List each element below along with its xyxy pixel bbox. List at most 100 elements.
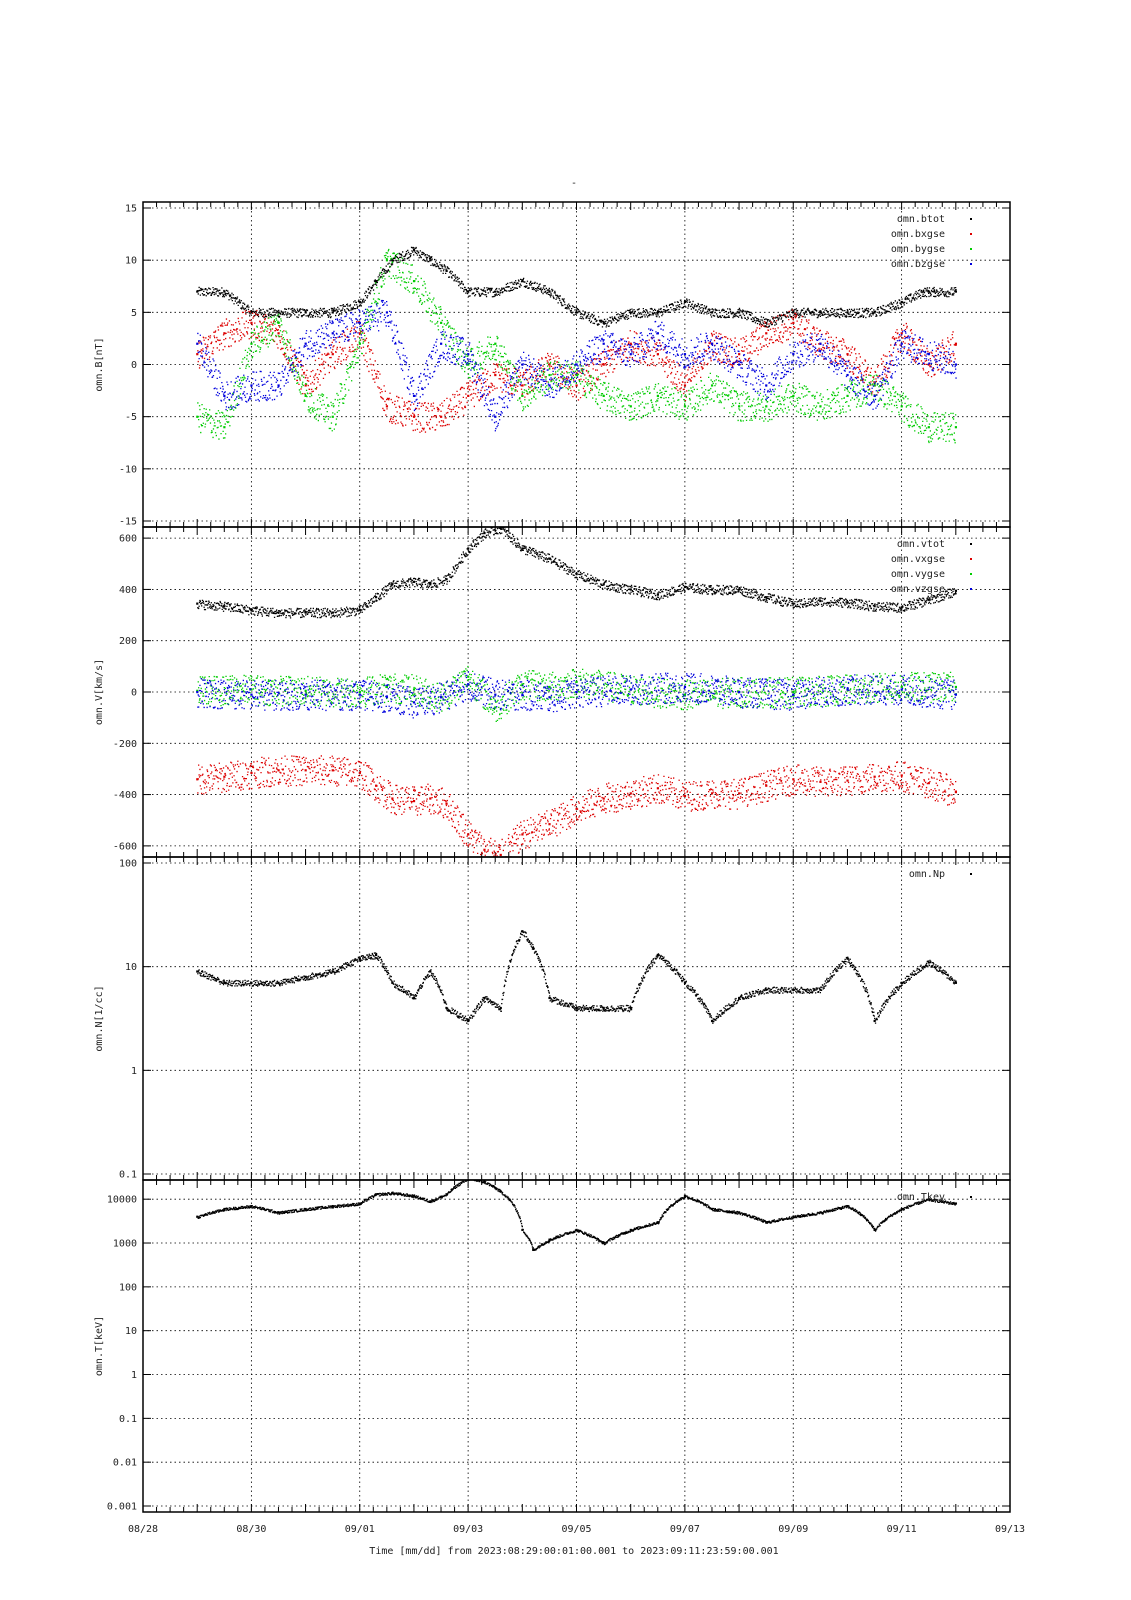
data-point <box>710 792 714 795</box>
data-point <box>548 384 551 387</box>
data-point <box>358 321 361 324</box>
data-point <box>765 321 768 324</box>
panel-1: -600 -400 -200 0 200 400 600 omn.V[km/s] omn.vto… <box>94 526 1011 858</box>
data-point <box>358 691 361 694</box>
data-point <box>467 547 470 550</box>
data-point <box>900 685 903 689</box>
data-point <box>196 602 199 605</box>
y-tick-label: 100 <box>119 859 137 870</box>
legend-marker <box>970 588 972 590</box>
series-omn.vtot <box>196 527 958 619</box>
data-point <box>412 688 416 691</box>
data-point <box>250 342 253 345</box>
data-point <box>483 848 486 851</box>
data-point <box>683 353 687 356</box>
data-point <box>494 693 497 696</box>
data-point <box>954 363 958 366</box>
data-point <box>792 394 795 397</box>
data-point <box>792 691 795 694</box>
data-point <box>738 363 741 366</box>
legend-marker <box>970 263 972 265</box>
data-point <box>765 596 768 599</box>
data-point <box>846 779 849 782</box>
data-point <box>412 415 416 418</box>
data-point <box>954 981 958 984</box>
data-point <box>412 996 416 1000</box>
data-point <box>602 1006 605 1010</box>
data-point <box>927 426 930 429</box>
y-tick-label: -15 <box>119 517 137 528</box>
data-point <box>429 797 432 800</box>
data-point <box>196 778 199 781</box>
data-point <box>429 583 432 586</box>
data-point <box>900 606 903 609</box>
data-point <box>873 775 876 778</box>
data-point <box>683 585 687 589</box>
data-point <box>656 311 659 314</box>
data-point <box>873 605 876 608</box>
data-point <box>683 300 687 304</box>
data-point <box>738 405 741 408</box>
data-point <box>846 394 849 397</box>
data-point <box>575 680 578 683</box>
x-tick-label: 09/03 <box>453 1524 483 1535</box>
data-point <box>792 321 795 324</box>
y-tick-label: 0.1 <box>119 1414 137 1425</box>
data-point <box>548 996 551 1000</box>
data-point <box>683 405 687 408</box>
data-point <box>196 691 199 694</box>
data-point <box>304 689 307 692</box>
data-point <box>304 769 307 772</box>
data-point <box>467 683 470 686</box>
data-point <box>927 290 930 293</box>
scatter-cloud <box>197 299 957 432</box>
data-point <box>391 583 394 586</box>
data-point <box>499 853 502 857</box>
data-point <box>331 769 334 772</box>
data-point <box>304 394 307 397</box>
panels: -15-10-5051015omn.B[nT]omn.btotomn.bxgse… <box>94 201 1011 1513</box>
y-tick-label: -200 <box>113 739 137 750</box>
data-point <box>954 589 958 592</box>
data-point <box>900 342 903 345</box>
figure-title: - <box>571 178 577 189</box>
data-point <box>391 797 394 800</box>
data-point <box>277 384 280 387</box>
data-point <box>873 384 876 387</box>
y-tick-label: 10 <box>125 256 137 267</box>
data-point <box>548 685 551 689</box>
legend-entry: omn.vxgse <box>891 554 945 565</box>
data-point <box>738 996 741 1000</box>
data-point <box>954 685 958 689</box>
x-tick-label: 09/13 <box>995 1524 1025 1535</box>
series-omn.vzgse <box>196 671 958 719</box>
data-point <box>765 405 768 408</box>
data-point <box>440 415 443 418</box>
data-point <box>922 290 925 293</box>
data-point <box>304 693 307 696</box>
legend-entry: omn.vtot <box>897 539 945 550</box>
series-omn.Tkev <box>196 1180 958 1252</box>
data-point <box>656 394 659 397</box>
data-point <box>196 415 199 418</box>
data-point <box>250 608 253 612</box>
data-point <box>532 947 535 950</box>
data-point <box>196 290 199 293</box>
data-point <box>304 311 307 314</box>
data-point <box>499 1006 502 1010</box>
data-point <box>602 797 605 800</box>
data-point <box>521 833 524 836</box>
x-tick-label: 09/05 <box>561 1524 591 1535</box>
data-point <box>846 688 849 691</box>
y-tick-label: 400 <box>119 585 137 596</box>
x-tick-label: 09/09 <box>778 1524 808 1535</box>
data-point <box>629 342 632 345</box>
data-point <box>792 693 795 696</box>
y-tick-label: 200 <box>119 636 137 647</box>
data-point <box>223 426 226 429</box>
data-point <box>710 311 714 314</box>
data-point <box>900 1207 903 1211</box>
data-point <box>223 775 226 778</box>
data-point <box>412 280 416 283</box>
scatter-cloud <box>197 527 957 619</box>
